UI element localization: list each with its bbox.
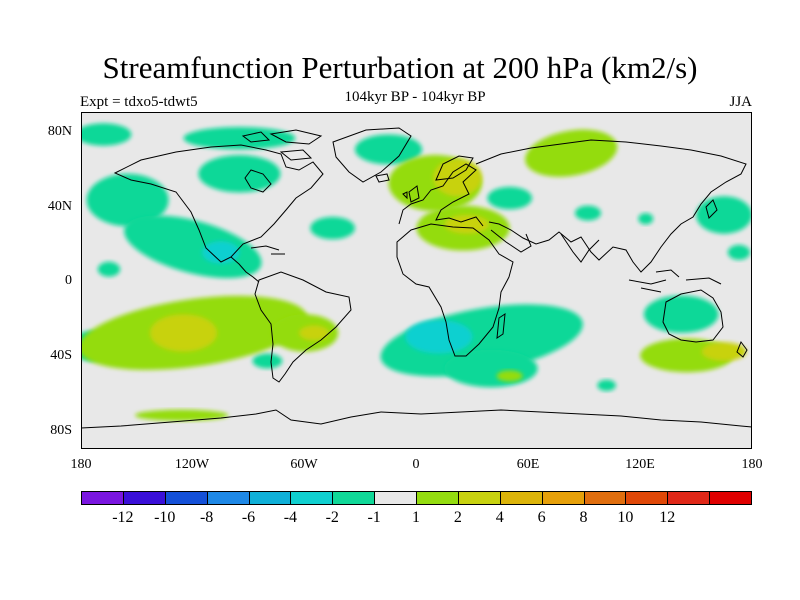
- anomaly-region: [135, 409, 229, 421]
- chart-subtitle: 104kyr BP - 104kyr BP: [344, 89, 486, 105]
- coastline-north-america: [113, 144, 324, 263]
- lat-tick-label: 80N: [47, 124, 72, 139]
- legend-color-box: [583, 491, 627, 505]
- anomaly-region: [299, 325, 329, 341]
- coastline-hudson-bay: [244, 169, 272, 193]
- season-label: JJA: [729, 94, 752, 110]
- anomaly-region: [597, 379, 616, 391]
- lon-tick-label: 120W: [174, 457, 210, 472]
- anomaly-region: [487, 186, 533, 210]
- anomaly-region: [638, 213, 654, 225]
- anomaly-region: [444, 349, 538, 388]
- anomaly-region: [183, 126, 296, 150]
- coastline-asia: [475, 139, 747, 273]
- legend-color-box: [164, 491, 208, 505]
- legend-tick-label: -1: [367, 509, 381, 526]
- legend-color-box: [541, 491, 585, 505]
- lat-tick-label: 0: [65, 273, 72, 288]
- legend-tick-label: -2: [325, 509, 339, 526]
- anomaly-region: [444, 214, 490, 234]
- coastline-iceland: [375, 173, 390, 183]
- coastline-british-isles: [402, 185, 420, 203]
- anomaly-region: [202, 241, 240, 264]
- legend-color-box: [332, 491, 376, 505]
- anomaly-region: [405, 319, 473, 354]
- coastline-japan: [705, 199, 718, 219]
- anomaly-region: [574, 205, 602, 221]
- coastline-arctic-islands: [241, 129, 323, 161]
- legend-color-box: [248, 491, 292, 505]
- legend-tick-label: 4: [495, 509, 504, 526]
- anomaly-region: [727, 244, 751, 260]
- anomaly-region: [252, 353, 283, 369]
- legend-color-box: [667, 491, 711, 505]
- lon-tick-label: 0: [412, 457, 420, 472]
- lon-tick-label: 60E: [516, 457, 540, 472]
- coastline-scandinavia: [435, 155, 474, 181]
- legend-color-box: [457, 491, 501, 505]
- legend-tick-label: 1: [412, 509, 420, 526]
- map-panel: [81, 112, 752, 449]
- legend-tick-label: 10: [617, 509, 634, 526]
- lat-tick-label: 40N: [47, 199, 72, 214]
- legend-tick-label: -6: [241, 509, 256, 526]
- anomaly-region: [198, 155, 281, 193]
- chart-title: Streamfunction Perturbation at 200 hPa (…: [102, 50, 698, 85]
- legend-color-box: [499, 491, 543, 505]
- map-border: [81, 112, 752, 449]
- coastline-central-america: [230, 256, 260, 283]
- lon-tick-label: 180: [70, 457, 92, 472]
- coastline-australia: [662, 289, 724, 343]
- legend-tick-label: 12: [659, 509, 676, 526]
- coastline-south-america: [254, 271, 352, 383]
- legend-tick-label: -10: [154, 509, 176, 526]
- lon-tick-label: 120E: [625, 457, 655, 472]
- lat-tick-label: 80S: [50, 423, 72, 438]
- anomaly-region: [643, 295, 719, 333]
- lon-tick-label: 180: [741, 457, 763, 472]
- coastline-arabia: [490, 229, 532, 253]
- legend-tick-label: -4: [283, 509, 298, 526]
- legend-tick-label: 2: [453, 509, 462, 526]
- coastline-greenland: [332, 127, 412, 183]
- anomaly-region: [525, 129, 618, 177]
- anomaly-region: [354, 134, 423, 165]
- coastline-indonesia: [628, 269, 722, 293]
- lon-tick-label: 60W: [290, 457, 318, 472]
- coastlines: [81, 127, 752, 429]
- legend-color-box: [122, 491, 166, 505]
- world-map: [81, 112, 752, 449]
- anomaly-region: [696, 196, 752, 234]
- legend-color-box: [416, 491, 459, 505]
- coastline-africa: [396, 223, 514, 357]
- anomaly-region: [701, 342, 747, 362]
- coastline-india: [560, 233, 600, 263]
- coastline-antarctica: [81, 409, 752, 429]
- legend-color-box: [709, 491, 752, 505]
- legend-tick-label: 8: [579, 509, 588, 526]
- anomaly-region: [81, 123, 132, 146]
- anomaly-region: [310, 216, 355, 240]
- anomaly-region: [433, 158, 482, 197]
- legend-color-box: [81, 491, 124, 505]
- legend-tick-label: 6: [537, 509, 546, 526]
- anomaly-region: [86, 173, 169, 227]
- legend-color-box: [374, 491, 417, 505]
- experiment-label: Expt = tdxo5-tdwt5: [80, 94, 198, 110]
- legend-color-box: [206, 491, 250, 505]
- legend-tick-label: -12: [112, 509, 134, 526]
- legend-color-box: [625, 491, 669, 505]
- legend-tick-label: -8: [199, 509, 214, 526]
- coastline-madagascar: [496, 312, 506, 340]
- anomaly-region: [149, 314, 218, 352]
- anomaly-region: [97, 261, 121, 277]
- coastline-new-zealand: [736, 340, 748, 358]
- coastline-caribbean: [250, 245, 285, 255]
- lat-tick-label: 40S: [50, 348, 72, 363]
- coastline-europe: [398, 163, 484, 227]
- legend-color-box: [290, 491, 334, 505]
- anomaly-region: [496, 370, 523, 382]
